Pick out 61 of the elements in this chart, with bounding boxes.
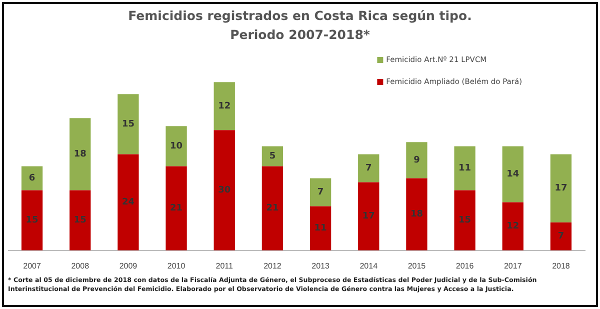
- x-tick-label: 2013: [312, 261, 330, 270]
- x-tick-label: 2007: [23, 261, 42, 270]
- data-label: 9: [414, 156, 420, 166]
- x-tick-label: 2012: [264, 261, 282, 270]
- x-tick-label: 2018: [552, 261, 570, 270]
- data-label: 6: [28, 174, 36, 184]
- bar: [262, 146, 284, 166]
- bar: [21, 166, 43, 190]
- bar: [118, 94, 139, 154]
- data-label: 11: [314, 224, 327, 234]
- bar: [70, 118, 91, 190]
- bar: [166, 166, 187, 250]
- data-label: 17: [554, 184, 568, 194]
- data-label: 15: [122, 119, 134, 130]
- x-tick-label: 2014: [360, 261, 378, 270]
- bar: [406, 142, 428, 178]
- bar: [454, 190, 476, 250]
- bar: [550, 222, 572, 250]
- bar: [358, 154, 380, 182]
- data-label: 12: [218, 101, 231, 112]
- bar: [502, 146, 524, 202]
- data-label: 21: [170, 204, 183, 214]
- x-tick-label: 2009: [119, 261, 138, 270]
- data-label: 7: [317, 188, 324, 198]
- bar: [358, 182, 380, 250]
- bar: [21, 190, 43, 250]
- bar: [214, 82, 235, 130]
- data-label: 17: [362, 212, 375, 222]
- data-label: 21: [266, 204, 279, 214]
- bar: [502, 202, 524, 250]
- bar: [166, 126, 187, 166]
- bar: [310, 206, 332, 250]
- bar: [70, 190, 91, 250]
- bar: [262, 166, 284, 250]
- data-label: 24: [122, 198, 134, 208]
- data-label: 30: [218, 186, 231, 196]
- data-label: 7: [558, 232, 564, 242]
- data-label: 14: [506, 170, 520, 180]
- data-label: 15: [74, 216, 86, 226]
- data-label: 7: [365, 164, 372, 174]
- x-tick-label: 2016: [456, 261, 474, 270]
- data-label: 10: [170, 142, 183, 152]
- bar: [454, 146, 476, 190]
- data-label: 11: [458, 164, 472, 174]
- x-tick-label: 2015: [408, 261, 426, 270]
- bar: [406, 178, 428, 250]
- bar: [214, 130, 235, 250]
- data-label: 15: [26, 216, 38, 226]
- x-tick-label: 2008: [71, 261, 90, 270]
- bar: [118, 154, 139, 250]
- data-label: 15: [458, 216, 472, 226]
- data-label: 5: [269, 152, 276, 162]
- data-label: 18: [74, 150, 86, 160]
- x-tick-label: 2017: [504, 261, 522, 270]
- bar: [310, 178, 332, 206]
- x-tick-label: 2011: [216, 261, 234, 270]
- data-label: 12: [506, 222, 520, 232]
- data-label: 18: [410, 210, 423, 220]
- bar: [550, 154, 572, 222]
- chart-title: Femicidios registrados en Costa Rica según tipo. Periodo 2007-2018*: [127, 7, 473, 44]
- x-tick-label: 2010: [167, 261, 186, 270]
